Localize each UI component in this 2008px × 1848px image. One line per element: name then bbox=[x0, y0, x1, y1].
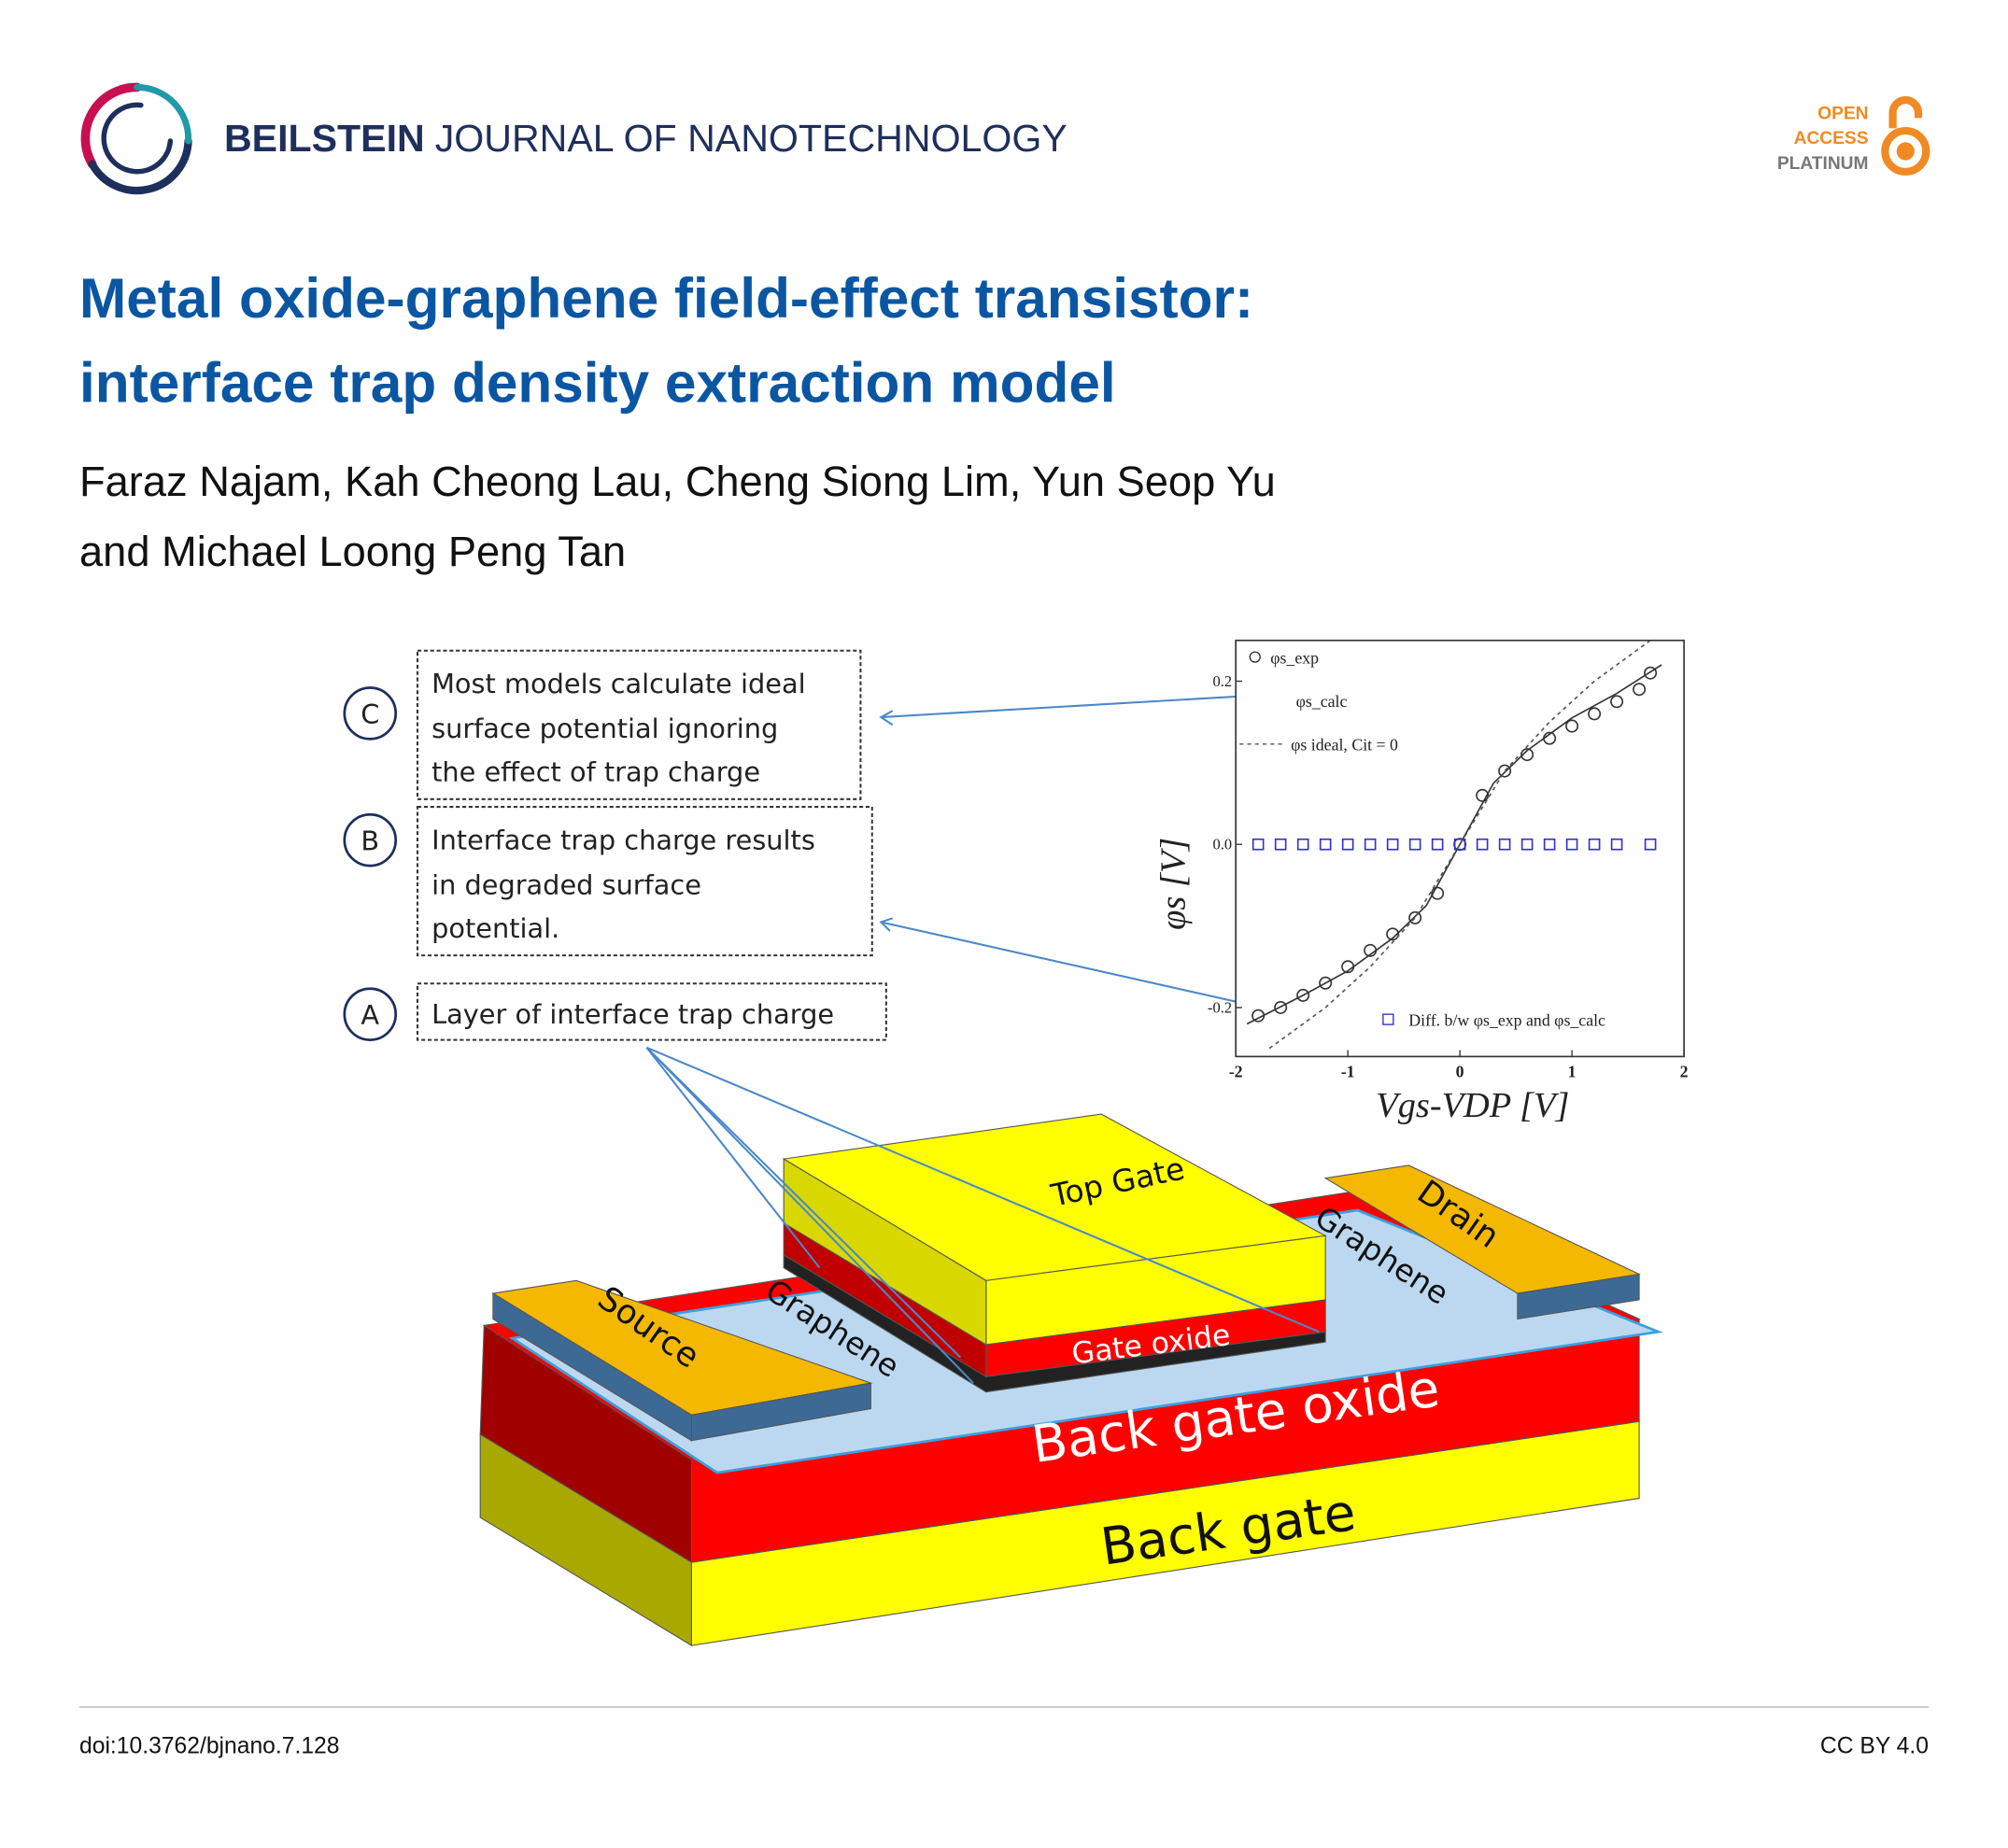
data-point bbox=[1644, 838, 1657, 851]
x-tick-label: 2 bbox=[1680, 1062, 1689, 1080]
data-point bbox=[1520, 748, 1534, 762]
callout-letter: C bbox=[361, 698, 379, 730]
callout-text: in degraded surface bbox=[431, 868, 701, 900]
data-point bbox=[1610, 838, 1623, 851]
x-tick-label: 0 bbox=[1456, 1062, 1464, 1080]
journal-bold: BEILSTEIN bbox=[224, 117, 425, 160]
callout-text: Most models calculate ideal bbox=[431, 668, 806, 699]
title-line: Metal oxide-graphene field-effect transi… bbox=[79, 266, 1253, 330]
data-point bbox=[1588, 707, 1602, 721]
license: CC BY 4.0 bbox=[1820, 1733, 1929, 1758]
author-line: and Michael Loong Peng Tan bbox=[79, 528, 626, 575]
data-point bbox=[1341, 838, 1354, 851]
data-point bbox=[1274, 1000, 1288, 1014]
legend-symbol bbox=[1249, 651, 1261, 663]
series-line bbox=[1246, 664, 1662, 1025]
legend-entry: φs ideal, Cit = 0 bbox=[1291, 736, 1398, 755]
badge-line: ACCESS bbox=[1794, 129, 1869, 148]
data-point bbox=[1408, 910, 1422, 924]
data-point bbox=[1520, 838, 1534, 851]
data-point bbox=[1644, 666, 1658, 680]
data-point bbox=[1274, 838, 1287, 851]
author-line: Faraz Najam, Kah Cheong Lau, Cheng Siong… bbox=[79, 458, 1276, 505]
data-point bbox=[1364, 838, 1377, 851]
x-tick-label: -2 bbox=[1229, 1062, 1243, 1080]
data-point bbox=[1633, 683, 1647, 697]
data-point bbox=[1453, 838, 1466, 851]
data-point bbox=[1565, 719, 1579, 733]
journal-rest: JOURNAL OF NANOTECHNOLOGY bbox=[435, 117, 1068, 160]
data-point bbox=[1251, 838, 1265, 851]
data-point bbox=[1543, 838, 1556, 851]
callout-text: Layer of interface trap charge bbox=[431, 998, 834, 1030]
y-tick-label: 0.0 bbox=[1213, 836, 1233, 853]
plot-frame bbox=[1235, 639, 1685, 1058]
badge-line: OPEN bbox=[1817, 105, 1868, 124]
badge-line: PLATINUM bbox=[1777, 154, 1869, 174]
y-tick-label: 0.2 bbox=[1213, 672, 1233, 690]
data-point bbox=[1610, 695, 1624, 709]
callout-circles bbox=[343, 686, 398, 1041]
data-point bbox=[1431, 886, 1445, 900]
legend-entry: Diff. b/w φs_exp and φs_calc bbox=[1408, 1011, 1605, 1030]
data-point bbox=[1565, 838, 1578, 851]
data-point bbox=[1431, 838, 1444, 851]
callout-text: surface potential ignoring bbox=[431, 712, 778, 744]
data-point bbox=[1296, 988, 1310, 1002]
data-point bbox=[1476, 788, 1490, 802]
legend-entry: φs_exp bbox=[1270, 648, 1319, 667]
data-point bbox=[1588, 838, 1601, 851]
legend-symbol bbox=[1382, 1013, 1394, 1025]
y-tick-label: -0.2 bbox=[1208, 998, 1232, 1016]
x-tick-label: -1 bbox=[1341, 1062, 1355, 1080]
data-point bbox=[1386, 838, 1399, 851]
device bbox=[479, 1113, 1663, 1647]
callout-letter: B bbox=[361, 825, 379, 857]
data-point bbox=[1498, 838, 1511, 851]
logo bbox=[80, 82, 192, 195]
data-point bbox=[1498, 764, 1512, 778]
y-axis-label: φs [V] bbox=[1153, 838, 1193, 930]
data-point bbox=[1386, 927, 1400, 941]
open-access-lock bbox=[1881, 96, 1930, 176]
callout-letter: A bbox=[361, 999, 379, 1031]
doi: doi:10.3762/bjnano.7.128 bbox=[79, 1733, 339, 1758]
journal-name: BEILSTEIN JOURNAL OF NANOTECHNOLOGY bbox=[224, 117, 1068, 160]
callout-text: potential. bbox=[431, 912, 559, 944]
x-axis-label: Vgs-VDP [V] bbox=[1376, 1086, 1569, 1125]
callout-text: the effect of trap charge bbox=[431, 756, 760, 788]
callout-boxes bbox=[416, 649, 887, 1041]
data-point bbox=[1296, 838, 1309, 851]
legend-entry: φs_calc bbox=[1296, 692, 1348, 711]
data-point bbox=[1319, 976, 1333, 990]
data-point bbox=[1319, 838, 1332, 851]
x-tick-label: 1 bbox=[1568, 1062, 1577, 1080]
title-line: interface trap density extraction model bbox=[79, 351, 1116, 415]
callout-text: Interface trap charge results bbox=[431, 824, 815, 855]
inset-plot: 0.2 0.0 -0.2 -2 -1 0 1 2 φs [V] Vgs-VDP [V] φs_exp… bbox=[1153, 639, 1689, 1125]
data-point bbox=[1476, 838, 1489, 851]
data-point bbox=[1408, 838, 1421, 851]
